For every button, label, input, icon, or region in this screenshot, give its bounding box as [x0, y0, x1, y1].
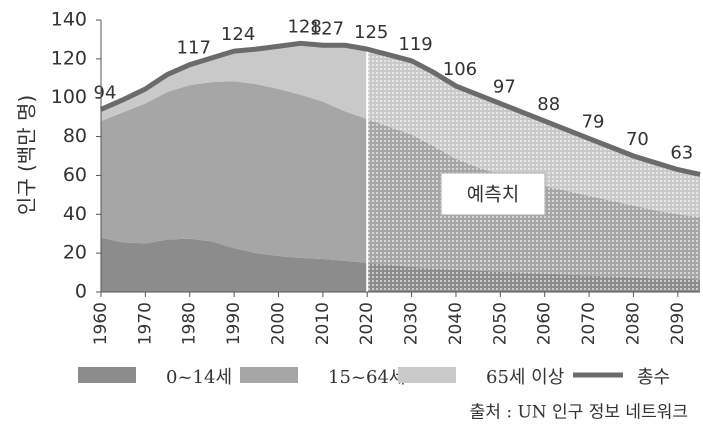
total-line [99, 40, 701, 177]
x-tick-label: 1990 [224, 302, 244, 345]
y-tick-label: 40 [63, 203, 87, 225]
legend-label: 0~14세 [166, 367, 232, 388]
y-tick-label: 0 [75, 281, 87, 303]
y-tick-label: 20 [63, 242, 87, 264]
annotation-box [440, 172, 546, 216]
x-tick-label: 2060 [535, 302, 555, 345]
data-label: 119 [398, 34, 432, 55]
data-label: 128 [287, 16, 321, 37]
data-label: 88 [537, 94, 560, 115]
data-label: 106 [443, 59, 477, 80]
x-tick-label: 2090 [668, 302, 688, 345]
legend-swatch [240, 367, 298, 383]
x-tick-label: 2010 [313, 302, 333, 345]
x-tick-label: 2000 [268, 302, 288, 345]
source: 출처 : UN 인구 정보 네트워크 [470, 403, 688, 423]
y-tick-label: 60 [63, 164, 87, 186]
x-tick-label: 2080 [623, 302, 643, 345]
legend-label: 65세 이상 [486, 367, 564, 388]
y-tick-label: 140 [51, 9, 87, 31]
legend-swatch [78, 367, 136, 383]
legend-label: 총수 [637, 367, 670, 388]
x-tick-label: 2030 [402, 302, 422, 345]
data-label: 79 [582, 112, 605, 133]
data-label: 125 [354, 22, 388, 43]
data-label: 127 [310, 18, 344, 39]
x-tick-label: 1980 [180, 302, 200, 345]
x-tick-label: 1970 [135, 302, 155, 345]
x-tick-label: 2040 [446, 302, 466, 345]
data-label: 124 [221, 24, 255, 45]
y-tick-label: 120 [51, 47, 87, 69]
y-tick-label: 100 [51, 86, 87, 108]
x-tick-label: 2070 [579, 302, 599, 345]
forecast-overlay [367, 20, 700, 292]
data-label: 97 [493, 77, 516, 98]
annotation: 예측치 [467, 184, 519, 206]
x-tick-label: 2050 [490, 302, 510, 345]
legend-label: 15~64세 [328, 367, 405, 388]
legend-swatch [398, 367, 456, 383]
data-label: 70 [626, 129, 649, 150]
y-tick-label: 80 [63, 125, 87, 147]
x-tick-label: 2020 [357, 302, 377, 345]
y-axis-label: 인구 (백만 명) [15, 95, 39, 215]
data-label: 117 [177, 38, 211, 59]
data-label: 63 [670, 143, 693, 164]
data-label: 94 [94, 82, 117, 103]
x-tick-label: 1960 [91, 302, 111, 345]
